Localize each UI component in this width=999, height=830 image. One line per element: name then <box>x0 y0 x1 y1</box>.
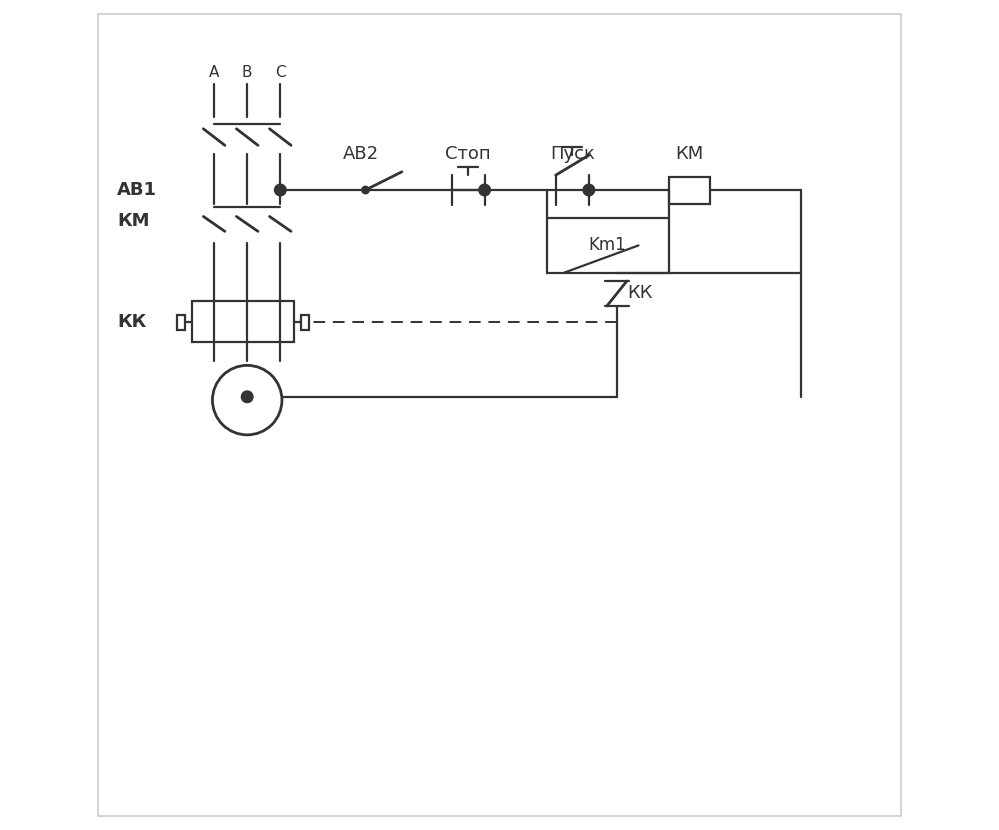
Bar <box>177 315 185 330</box>
Circle shape <box>242 391 253 403</box>
Text: КМ: КМ <box>675 144 704 163</box>
Text: B: B <box>242 65 253 80</box>
Text: КК: КК <box>627 285 653 302</box>
Bar <box>547 218 669 273</box>
Text: A: A <box>209 65 220 80</box>
Circle shape <box>362 186 370 193</box>
Circle shape <box>479 184 491 196</box>
Circle shape <box>583 184 594 196</box>
Text: КМ: КМ <box>117 212 150 230</box>
Bar <box>301 315 310 330</box>
Circle shape <box>213 365 282 435</box>
FancyBboxPatch shape <box>98 14 901 816</box>
Text: АВ1: АВ1 <box>117 181 157 199</box>
Bar <box>192 300 295 342</box>
Bar <box>669 177 710 204</box>
Text: Стоп: Стоп <box>446 144 491 163</box>
Circle shape <box>275 184 286 196</box>
Text: Km1: Km1 <box>588 237 626 255</box>
Text: Д: Д <box>238 388 257 413</box>
Text: АВ2: АВ2 <box>344 144 380 163</box>
Text: Пуск: Пуск <box>549 144 594 163</box>
Text: КК: КК <box>117 314 147 331</box>
Text: C: C <box>275 65 286 80</box>
